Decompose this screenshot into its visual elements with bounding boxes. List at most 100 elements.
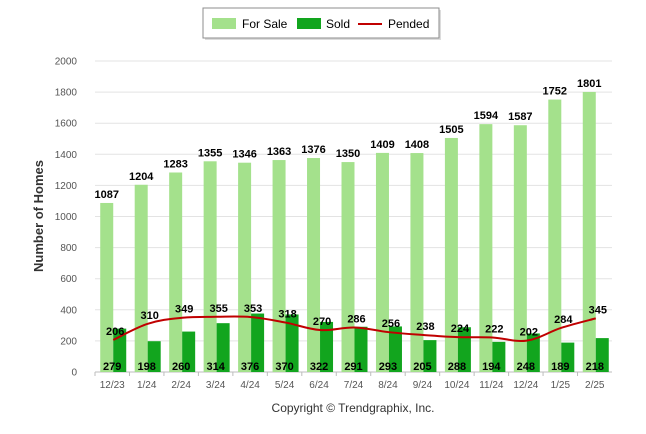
x-tick-label: 11/24 [479,380,504,391]
sold-value-label: 288 [448,361,466,373]
x-tick-label: 12/24 [513,380,538,391]
legend-label-pended: Pended [388,17,429,31]
y-axis-label: Number of Homes [31,160,46,272]
pended-value-label: 353 [244,303,262,315]
x-tick-label: 2/24 [171,380,191,391]
for-sale-value-label: 1346 [232,149,256,161]
sold-value-label: 370 [275,361,293,373]
sold-value-label: 260 [172,361,190,373]
sold-value-label: 293 [379,361,397,373]
y-tick-label: 1400 [55,150,78,161]
bar-sold [320,321,334,372]
x-axis-ticks: 12/23 1/24 2/24 3/24 4/24 5/24 6/24 7/24 8/24 9/2… [94,372,605,391]
y-axis-ticks: 0 200 400 600 800 1000 1200 1400 1600 1800 2000 [55,57,78,379]
legend-label-for-sale: For Sale [242,17,288,31]
bar-for-sale [134,184,148,372]
pended-value-label: 318 [278,309,296,321]
for-sale-value-label: 1350 [336,148,360,160]
for-sale-value-label: 1376 [301,144,325,156]
bar-sold [423,340,437,372]
bars [100,91,609,373]
bar-for-sale [272,160,286,372]
for-sale-value-label: 1752 [543,86,567,98]
legend-swatch-sold [297,18,321,29]
pended-value-label: 310 [141,310,159,322]
pended-value-label: 202 [520,327,538,339]
for-sale-value-label: 1409 [370,139,394,151]
for-sale-value-label: 1204 [129,171,154,183]
bar-for-sale [100,202,114,372]
bar-sold [182,331,196,372]
bar-for-sale [238,162,252,372]
bar-sold [251,313,265,372]
for-sale-value-label: 1587 [508,111,532,123]
pended-value-label: 286 [347,314,365,326]
x-tick-label: 12/23 [100,380,125,391]
pended-value-label: 284 [554,314,573,326]
data-labels: 1087 279 206 1204 198 310 1283 260 349 1355 314 355… [94,78,606,373]
copyright-text: Copyright © Trendgraphix, Inc. [272,401,435,415]
bar-sold [388,326,402,372]
y-tick-label: 1000 [55,212,78,223]
pended-value-label: 349 [175,304,193,316]
legend: For Sale Sold Pended [202,7,441,40]
bar-sold [147,341,161,372]
bar-for-sale [375,152,389,372]
x-tick-label: 5/24 [275,380,295,391]
bar-sold [457,327,471,372]
bar-sold [561,342,575,372]
x-tick-label: 3/24 [206,380,226,391]
x-tick-label: 10/24 [444,380,469,391]
x-tick-label: 8/24 [378,380,398,391]
y-tick-label: 200 [60,336,77,347]
bar-sold [492,341,506,372]
bar-sold [354,326,368,372]
bar-for-sale [203,161,217,372]
sold-value-label: 314 [206,361,225,373]
y-tick-label: 400 [60,305,77,316]
sold-value-label: 189 [551,361,569,373]
pended-value-label: 206 [106,326,124,338]
for-sale-value-label: 1505 [439,124,463,136]
y-tick-label: 1800 [55,88,78,99]
pended-value-label: 355 [209,303,227,315]
bar-sold [285,314,299,372]
x-tick-label: 1/25 [551,380,571,391]
pended-line [112,315,597,342]
pended-value-label: 270 [313,316,331,328]
bar-for-sale [513,125,527,372]
sold-value-label: 218 [586,361,604,373]
for-sale-value-label: 1087 [94,189,118,201]
x-tick-label: 9/24 [413,380,433,391]
for-sale-value-label: 1801 [577,78,601,90]
sold-value-label: 248 [517,361,535,373]
x-tick-label: 2/25 [585,380,605,391]
sold-value-label: 322 [310,361,328,373]
x-tick-label: 1/24 [137,380,157,391]
bar-for-sale [582,91,596,372]
sold-value-label: 198 [138,361,156,373]
sold-value-label: 291 [344,361,362,373]
y-tick-label: 2000 [55,57,78,68]
pended-value-label: 238 [416,321,434,333]
sold-value-label: 205 [413,361,431,373]
sold-value-label: 279 [103,361,121,373]
bar-for-sale [307,158,321,372]
y-tick-label: 600 [60,274,77,285]
bar-for-sale [341,162,355,372]
for-sale-value-label: 1408 [405,139,429,151]
pended-value-label: 222 [485,323,503,335]
y-tick-label: 1200 [55,181,78,192]
pended-line-layer [112,315,597,342]
for-sale-value-label: 1363 [267,146,291,158]
bar-for-sale [410,153,424,372]
pended-value-label: 224 [451,323,470,335]
bar-for-sale [169,172,183,372]
y-tick-label: 800 [60,243,77,254]
bar-sold [216,323,230,372]
sold-value-label: 376 [241,361,259,373]
for-sale-value-label: 1283 [163,158,187,170]
sold-value-label: 194 [482,361,501,373]
